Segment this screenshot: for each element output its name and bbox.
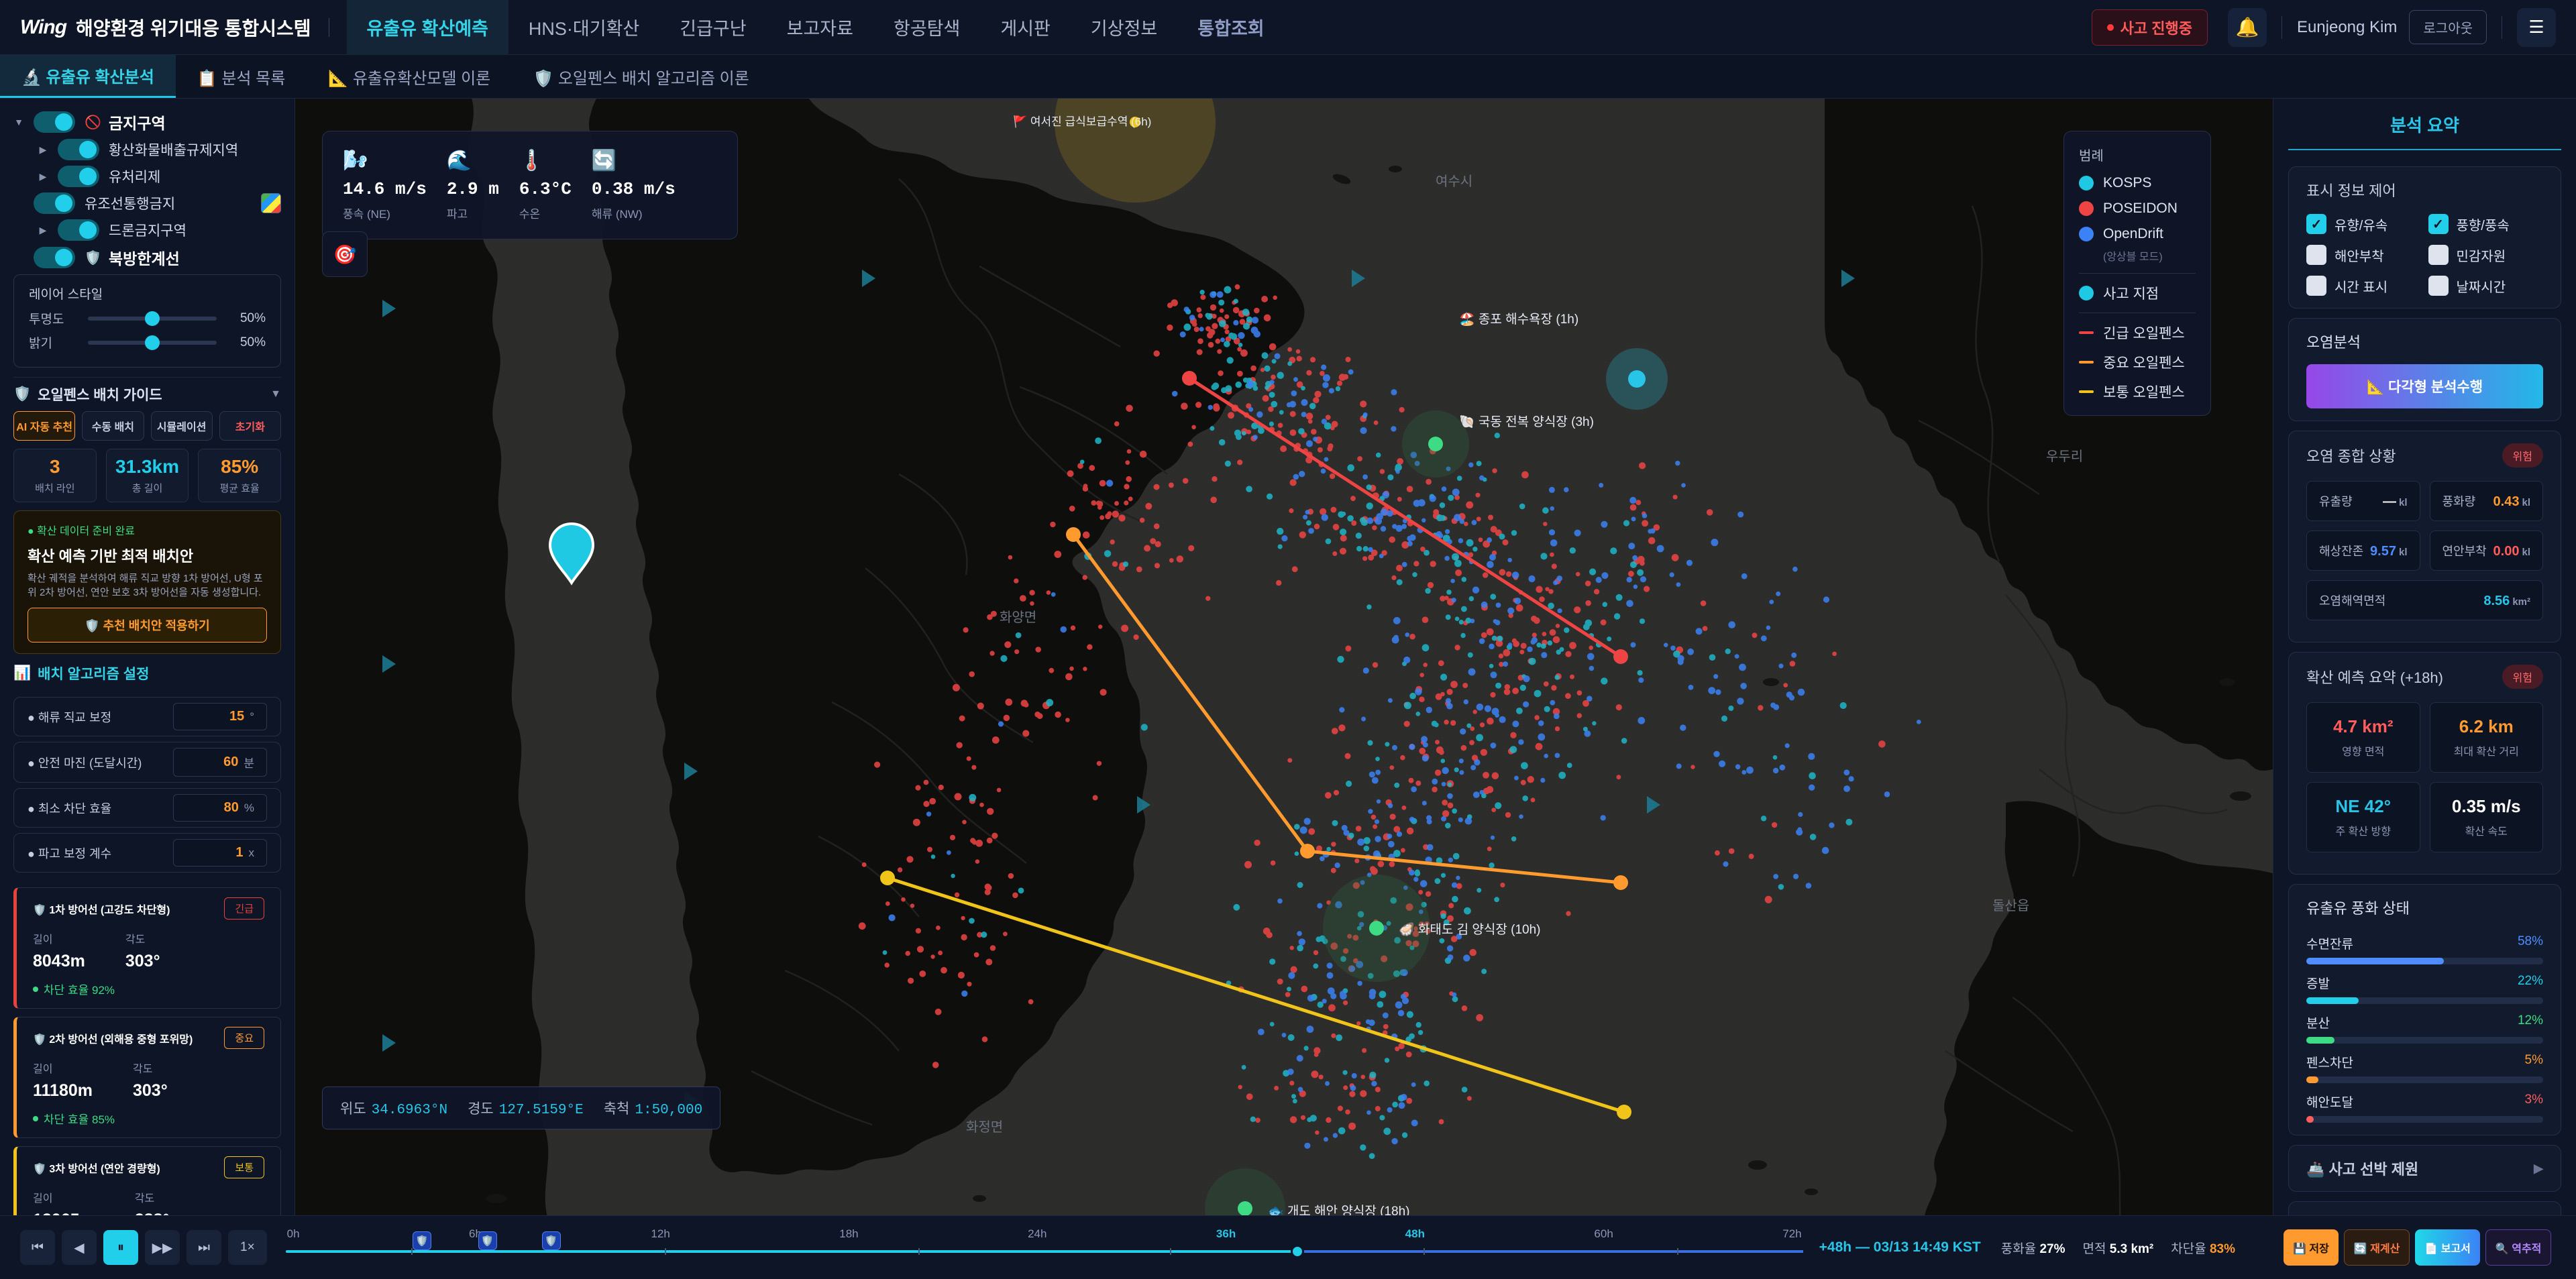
svg-text:화정면: 화정면 (966, 1119, 1003, 1135)
svg-text:🏖️ 종포 해수욕장 (1h): 🏖️ 종포 해수욕장 (1h) (1459, 311, 1578, 327)
svg-text:🐟 개도 해안 양식장 (18h): 🐟 개도 해안 양식장 (18h) (1268, 1204, 1410, 1215)
svg-text:🐚 국동 전복 양식장 (3h): 🐚 국동 전복 양식장 (3h) (1459, 414, 1594, 429)
svg-text:돌산읍: 돌산읍 (1992, 898, 2029, 913)
svg-text:여수시: 여수시 (1436, 174, 1472, 189)
svg-text:화양면: 화양면 (1000, 610, 1036, 625)
svg-text:🚩 여서진 급식보급수역 (6h): 🚩 여서진 급식보급수역 (6h) (1013, 115, 1151, 128)
svg-text:우두리: 우두리 (2046, 449, 2083, 464)
svg-text:🦪 화태도 김 양식장 (10h): 🦪 화태도 김 양식장 (10h) (1399, 921, 1541, 937)
